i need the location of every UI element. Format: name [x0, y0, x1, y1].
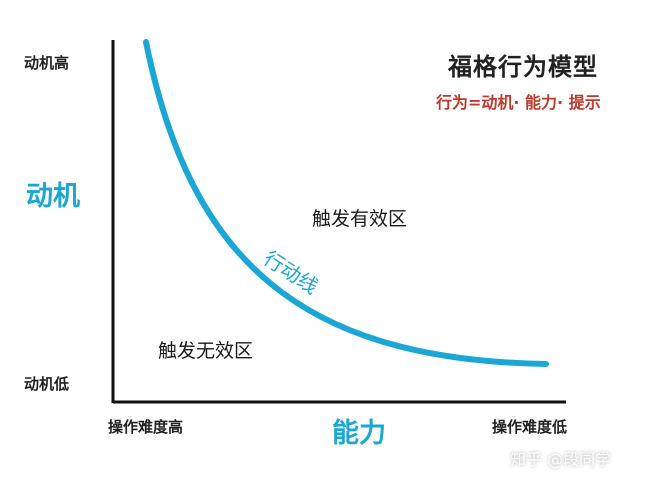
watermark: 知乎 @段同学 — [510, 450, 612, 469]
y-tick-high: 动机高 — [24, 54, 70, 72]
y-tick-low: 动机低 — [24, 375, 70, 393]
region-above-label: 触发有效区 — [312, 208, 408, 230]
action-line-curve — [143, 39, 549, 367]
diagram-subtitle: 行为=动机· 能力· 提示 — [436, 93, 601, 112]
action-line-label: 行动线 — [259, 246, 322, 299]
x-tick-right: 操作难度低 — [492, 418, 568, 436]
x-tick-left: 操作难度高 — [108, 418, 184, 436]
diagram-title: 福格行为模型 — [448, 53, 598, 81]
region-below-label: 触发无效区 — [158, 340, 254, 362]
x-axis-label: 能力 — [332, 418, 386, 449]
y-axis-label: 动机 — [26, 181, 80, 212]
